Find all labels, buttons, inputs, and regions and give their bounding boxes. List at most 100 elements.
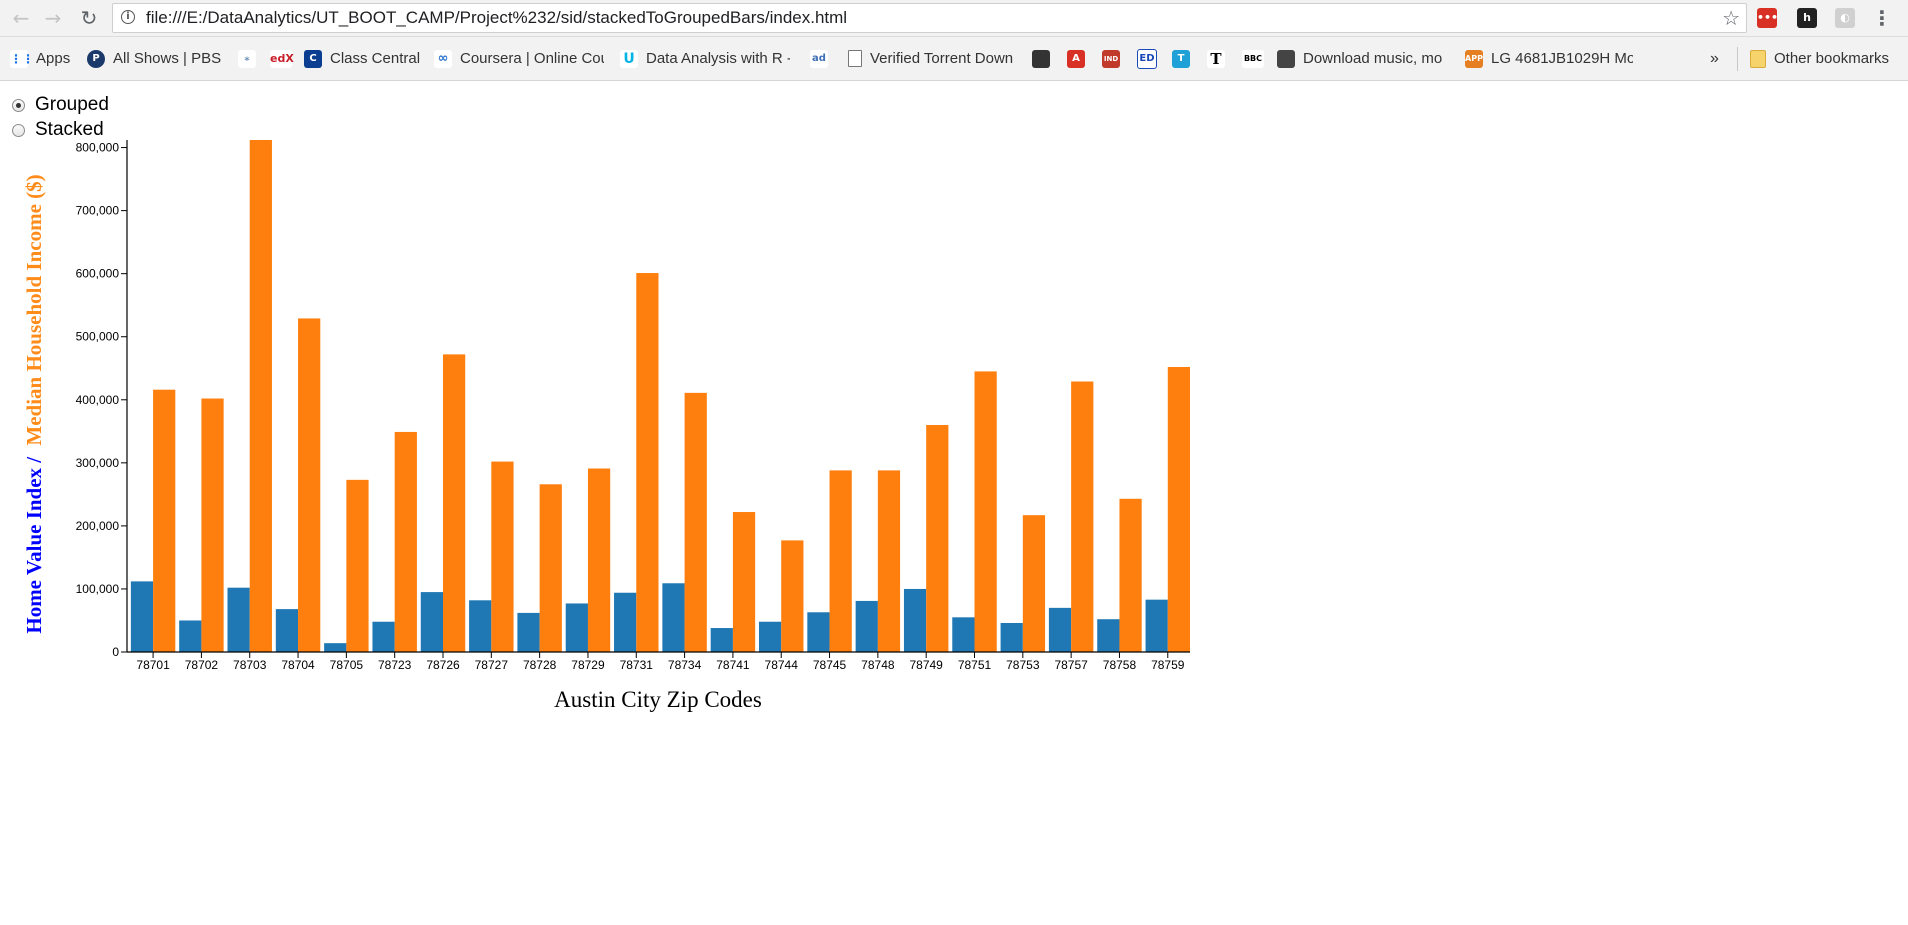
- class-central-icon: C: [304, 49, 322, 68]
- extension-honey-icon[interactable]: h: [1797, 8, 1817, 28]
- address-bar[interactable]: i file:///E:/DataAnalytics/UT_BOOT_CAMP/…: [112, 3, 1747, 33]
- home-value-bar-78704: [275, 609, 299, 652]
- x-tick-label-78759: 78759: [1151, 658, 1185, 672]
- edx-icon: edX: [270, 49, 294, 68]
- x-tick-label-78705: 78705: [330, 658, 364, 672]
- back-arrow-icon[interactable]: ←: [12, 6, 30, 30]
- x-tick-label-78745: 78745: [813, 658, 847, 672]
- income-bar-78759: [1167, 367, 1190, 652]
- bookmark-icon: [1277, 49, 1295, 68]
- x-tick-label-78701: 78701: [136, 658, 170, 672]
- y-axis-title-income: Median Household Income ($): [22, 174, 46, 445]
- y-axis: 0 100,000 200,000 300,000 400,000 500,000 600,…: [76, 140, 128, 659]
- home-value-bar-78758: [1097, 619, 1120, 652]
- bookmark-14[interactable]: T: [1172, 37, 1192, 80]
- bookmark-apps[interactable]: ⋮⋮ Apps: [10, 49, 71, 68]
- bookmark-11[interactable]: A: [1067, 37, 1087, 80]
- income-bar-78745: [829, 470, 852, 652]
- extension-grey-icon[interactable]: ◐: [1835, 8, 1855, 28]
- bookmark-3[interactable]: ⁎: [238, 37, 258, 80]
- y-tick-label: 400,000: [76, 393, 120, 407]
- income-bar-78757: [1071, 381, 1094, 652]
- x-tick-label-78753: 78753: [1006, 658, 1040, 672]
- coursera-icon: ∞: [434, 49, 452, 68]
- home-value-bar-78753: [1000, 623, 1023, 652]
- x-tick-label-78757: 78757: [1054, 658, 1088, 672]
- income-bar-78729: [587, 468, 611, 652]
- home-value-bar-78731: [614, 592, 637, 652]
- forward-arrow-icon[interactable]: →: [44, 6, 62, 30]
- grouped-radio[interactable]: [12, 98, 25, 112]
- stacked-radio-option[interactable]: Stacked: [12, 119, 104, 141]
- bookmark-verified-torrent[interactable]: Verified Torrent Down: [848, 37, 1014, 80]
- y-tick-label: 100,000: [76, 582, 120, 596]
- home-value-bar-78729: [565, 603, 588, 652]
- bookmark-10[interactable]: [1032, 37, 1052, 80]
- browser-menu-icon[interactable]: ⋮: [1872, 6, 1892, 30]
- x-tick-label-78726: 78726: [426, 658, 460, 672]
- bookmark-coursera[interactable]: ∞ Coursera | Online Cou: [434, 37, 604, 80]
- bookmark-edx[interactable]: edX: [270, 37, 294, 80]
- app-icon: APP: [1465, 49, 1483, 68]
- bookmarks-overflow-button[interactable]: »: [1710, 49, 1719, 67]
- income-bar-78751: [974, 371, 997, 652]
- x-tick-label-78758: 78758: [1103, 658, 1137, 672]
- y-tick-label: 300,000: [76, 456, 120, 470]
- bookmark-icon: T: [1172, 49, 1190, 68]
- x-tick-label-78741: 78741: [716, 658, 750, 672]
- y-axis-title-home-value: Home Value Index /: [22, 456, 46, 634]
- bookmark-udacity[interactable]: U Data Analysis with R -: [620, 37, 790, 80]
- y-tick-label: 800,000: [76, 141, 120, 155]
- bookmark-download-music[interactable]: Download music, mo: [1277, 37, 1447, 80]
- home-value-bar-78745: [807, 612, 830, 652]
- stacked-radio[interactable]: [12, 123, 25, 137]
- home-value-bar-78759: [1145, 599, 1168, 652]
- home-value-bar-78705: [324, 643, 347, 652]
- bookmark-icon: ad: [810, 49, 828, 68]
- bookmark-lg[interactable]: APP LG 4681JB1029H Mo: [1465, 49, 1633, 68]
- home-value-bar-78744: [759, 621, 782, 652]
- bookmark-8[interactable]: ad: [810, 37, 832, 80]
- x-axis-title: Austin City Zip Codes: [554, 687, 762, 712]
- x-tick-label-78727: 78727: [475, 658, 509, 672]
- bookmark-12[interactable]: IND: [1102, 37, 1122, 80]
- income-bar-78731: [636, 273, 659, 652]
- y-tick-label: 0: [112, 645, 119, 659]
- grouped-radio-label: Grouped: [35, 94, 109, 115]
- x-tick-label-78744: 78744: [765, 658, 799, 672]
- y-tick-label: 700,000: [76, 204, 120, 218]
- x-axis: 78701 78702 78703 78704 78705 78723 78726 78727…: [127, 651, 1190, 672]
- reload-icon[interactable]: ↻: [80, 6, 98, 30]
- x-tick-label-78723: 78723: [378, 658, 412, 672]
- income-bar-78748: [877, 470, 901, 652]
- extension-lastpass-icon[interactable]: •••: [1757, 8, 1778, 28]
- bookmark-pbs[interactable]: P All Shows | PBS: [87, 37, 223, 80]
- bars-layer: [130, 140, 1190, 652]
- income-bar-78703: [249, 140, 272, 652]
- income-bar-78727: [491, 461, 514, 652]
- home-value-bar-78701: [130, 581, 154, 652]
- income-bar-78704: [298, 318, 321, 652]
- home-value-bar-78728: [517, 612, 540, 652]
- site-info-icon[interactable]: i: [121, 10, 135, 24]
- bookmark-13[interactable]: ED: [1137, 37, 1157, 80]
- address-bar-url[interactable]: file:///E:/DataAnalytics/UT_BOOT_CAMP/Pr…: [146, 8, 848, 27]
- income-bar-78734: [684, 392, 707, 652]
- other-bookmarks-folder[interactable]: Other bookmarks: [1750, 37, 1900, 80]
- income-bar-78701: [153, 389, 176, 652]
- bookmark-icon: ED: [1137, 48, 1157, 69]
- x-tick-label-78734: 78734: [668, 658, 702, 672]
- bookmark-nyt[interactable]: T: [1207, 37, 1227, 80]
- x-tick-label-78704: 78704: [281, 658, 315, 672]
- x-tick-label-78703: 78703: [233, 658, 267, 672]
- folder-icon: [1750, 49, 1766, 68]
- bbc-icon: BBC: [1242, 49, 1264, 68]
- bookmark-icon: [1032, 49, 1050, 68]
- bookmark-star-icon[interactable]: ☆: [1722, 6, 1740, 30]
- grouped-radio-option[interactable]: Grouped: [12, 94, 109, 116]
- bookmark-bbc[interactable]: BBC: [1242, 37, 1264, 80]
- stacked-radio-label: Stacked: [35, 119, 104, 140]
- bookmark-class-central[interactable]: C Class Central: [304, 37, 420, 80]
- income-bar-78749: [926, 425, 949, 652]
